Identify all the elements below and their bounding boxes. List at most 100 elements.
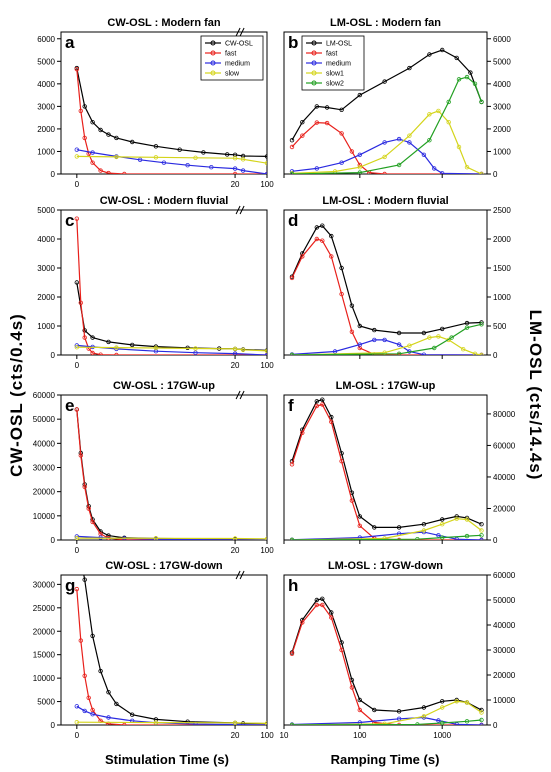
data-point-cw-osl [264, 154, 267, 159]
data-point-lm-osl [396, 525, 402, 530]
y-tick-label: 40000 [493, 473, 516, 482]
y-tick-label: 2500 [493, 206, 511, 215]
y-tick-label: 1500 [493, 264, 511, 273]
data-point-medium [421, 152, 427, 157]
data-point-cw-osl [153, 144, 159, 149]
series-line-slow2 [291, 76, 483, 174]
data-point-slow1 [440, 705, 445, 710]
series-line-slow [76, 155, 267, 164]
data-point-medium [240, 168, 246, 173]
data-point-fast [289, 462, 295, 467]
y-tick-label: 30000 [493, 646, 516, 655]
y-tick-label: 0 [493, 170, 498, 179]
data-point-cw-osl [129, 342, 135, 348]
panels: CW-OSL : Modern fana01000200030004000500… [33, 17, 516, 740]
legend-label: fast [225, 51, 236, 58]
series-line-slow [76, 346, 267, 352]
y-tick-label: 60000 [33, 391, 56, 400]
data-point-slow1 [421, 714, 427, 719]
data-point-fast [339, 131, 344, 136]
series-line-lm-osl [291, 598, 482, 712]
legend-marker [210, 40, 216, 46]
panel-g: CW-OSL : 17GW-down g 0 5000 10000 15000 20000 2… [33, 560, 274, 740]
data-point-medium [357, 342, 362, 347]
y-tick-label: 20000 [493, 504, 516, 513]
legend: CW-OSL fast medium slow [200, 35, 264, 81]
data-point-fast [74, 407, 79, 412]
data-point-cw-osl [82, 104, 87, 109]
data-point-slow2 [432, 345, 437, 351]
series-line-medium [76, 705, 267, 725]
data-point-lm-osl [396, 709, 402, 714]
data-point-medium [332, 349, 338, 354]
y-tick-label: 0 [51, 170, 56, 179]
data-point-fast [320, 402, 325, 407]
data-point-medium [90, 712, 95, 717]
series-line-lm-osl [291, 398, 482, 529]
panel-h: LM-OSL : 17GW-down h 0 10000 20000 30000 40000… [280, 560, 516, 740]
data-point-fast [357, 707, 362, 713]
data-point-slow2 [446, 99, 451, 105]
data-point-fast [329, 419, 334, 424]
y-tick-label: 80000 [493, 410, 516, 419]
data-point-fast [74, 586, 79, 592]
plot-frame [283, 574, 488, 726]
data-point-medium [314, 166, 319, 171]
data-point-lm-osl [407, 65, 412, 71]
data-point-lm-osl [289, 137, 295, 143]
data-point-cw-osl [201, 150, 206, 155]
data-point-slow [264, 536, 267, 540]
data-point-slow2 [289, 722, 295, 725]
data-point-fast [74, 66, 79, 72]
data-point-slow1 [382, 721, 387, 725]
series-line-fast [76, 218, 267, 355]
data-point-slow [153, 155, 159, 160]
data-point-medium [90, 150, 95, 155]
data-point-fast [349, 149, 355, 154]
data-point-cw-osl [90, 633, 95, 639]
y-tick-label: 15000 [33, 651, 56, 660]
y-tick-label: 20000 [33, 627, 56, 636]
plot-frame [60, 209, 268, 356]
x-tick-label: 100 [260, 731, 274, 740]
data-point-medium [454, 537, 459, 540]
y-tick-label: 60000 [493, 441, 516, 450]
data-point-fast [314, 403, 319, 409]
x-tick-label: 20 [231, 546, 240, 555]
data-point-fast [314, 120, 319, 125]
y-tick-label: 20000 [493, 671, 516, 680]
y-tick-label: 2000 [37, 125, 55, 134]
data-point-lm-osl [329, 233, 334, 239]
panel-c: CW-OSL : Modern fluvialc0100020003000400… [37, 195, 274, 370]
axis-break-mark [239, 390, 245, 400]
panel-letter: b [288, 33, 298, 52]
data-point-lm-osl [372, 525, 377, 530]
data-point-lm-osl [440, 326, 445, 332]
panel-letter: e [65, 396, 74, 415]
data-point-medium [396, 136, 402, 142]
axis-break-mark [235, 570, 241, 580]
y-tick-label: 60000 [493, 571, 516, 580]
data-point-lm-osl [440, 47, 445, 53]
data-point-slow2 [427, 137, 432, 143]
data-point-slow1 [472, 351, 478, 355]
data-point-lm-osl [421, 705, 427, 710]
data-point-medium [209, 164, 214, 170]
data-point-fast [98, 168, 103, 173]
data-point-cw-osl [98, 127, 103, 133]
data-point-slow1 [479, 528, 484, 533]
panel-title: CW-OSL : 17GW-down [105, 560, 223, 572]
panel-letter: c [65, 211, 74, 230]
data-point-medium [440, 171, 445, 174]
data-point-fast [90, 707, 95, 713]
panel-title: LM-OSL : Modern fan [330, 17, 441, 29]
data-point-fast [86, 506, 91, 511]
data-point-fast [357, 523, 362, 528]
data-point-medium [382, 337, 387, 343]
data-point-slow [74, 154, 79, 159]
data-point-cw-osl [106, 132, 111, 137]
data-point-slow2 [415, 537, 420, 540]
data-point-fast [396, 537, 402, 540]
data-point-slow1 [382, 154, 387, 160]
series-line-slow2 [291, 323, 482, 355]
